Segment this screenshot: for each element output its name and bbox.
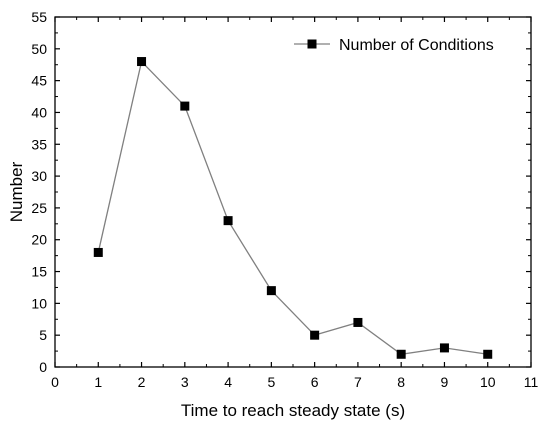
x-axis: 0 1 2 3 4 5 6 7 8 9 10 11 <box>51 17 538 390</box>
y-tick-label: 25 <box>31 200 47 216</box>
data-point <box>439 343 449 353</box>
y-tick-label: 50 <box>31 41 47 57</box>
x-tick-label: 9 <box>441 374 449 390</box>
data-point <box>93 247 103 257</box>
x-tick-label: 4 <box>224 374 232 390</box>
y-axis: 0 5 10 15 20 25 30 35 40 45 50 55 <box>31 9 531 375</box>
x-tick-label: 10 <box>480 374 496 390</box>
plot-area-frame <box>54 16 532 368</box>
legend-label: Number of Conditions <box>339 37 494 54</box>
legend: Number of Conditions <box>294 37 494 54</box>
y-axis-title: Number <box>7 161 26 222</box>
y-tick-label: 55 <box>31 9 47 25</box>
y-tick-label: 20 <box>31 232 47 248</box>
data-point <box>223 216 233 226</box>
series-line <box>97 60 488 355</box>
x-tick-label: 0 <box>51 374 59 390</box>
x-tick-label: 11 <box>524 374 539 390</box>
data-point <box>180 101 190 111</box>
x-tick-label: 7 <box>354 374 362 390</box>
y-tick-label: 45 <box>31 73 47 89</box>
legend-marker-icon <box>307 39 317 49</box>
y-tick-label: 35 <box>31 136 47 152</box>
data-point <box>353 317 363 327</box>
x-tick-label: 8 <box>397 374 405 390</box>
data-point <box>266 286 276 296</box>
x-tick-label: 1 <box>94 374 102 390</box>
data-point <box>137 57 147 67</box>
y-tick-label: 30 <box>31 168 47 184</box>
series-layer <box>93 57 493 359</box>
y-tick-label: 40 <box>31 104 47 120</box>
data-point <box>483 349 493 359</box>
y-tick-label: 15 <box>31 264 47 280</box>
x-axis-title: Time to reach steady state (s) <box>181 401 405 420</box>
y-tick-label: 10 <box>31 295 47 311</box>
x-tick-label: 5 <box>267 374 275 390</box>
x-tick-label: 3 <box>181 374 189 390</box>
data-point <box>396 349 406 359</box>
data-point <box>310 330 320 340</box>
y-tick-label: 0 <box>39 359 47 375</box>
x-tick-label: 6 <box>311 374 319 390</box>
x-tick-label: 2 <box>138 374 146 390</box>
y-tick-label: 5 <box>39 327 47 343</box>
